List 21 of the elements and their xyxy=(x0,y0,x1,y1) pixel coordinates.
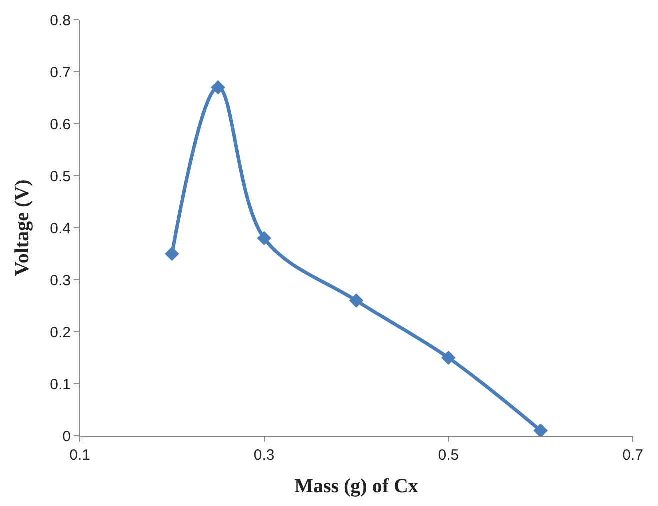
y-tick-label: 0.1 xyxy=(50,376,71,394)
x-tick-label: 0.3 xyxy=(254,447,275,464)
x-tick-label: 0.1 xyxy=(70,447,90,464)
x-tick-label: 0.5 xyxy=(438,447,460,464)
point xyxy=(257,231,272,246)
point xyxy=(534,424,548,436)
y-tick-label: 0.8 xyxy=(50,12,71,30)
y-tick-label: 0.2 xyxy=(50,324,71,342)
point xyxy=(442,350,456,366)
point xyxy=(165,246,180,262)
x-tick-label: 0.7 xyxy=(622,447,644,464)
y-tick-label: 0.4 xyxy=(50,220,71,238)
x-axis-title: Mass (g) of Cx xyxy=(294,476,418,498)
y-tick-label: 0.6 xyxy=(50,116,71,134)
point xyxy=(211,80,226,95)
y-axis-title: Voltage (V) xyxy=(12,180,34,276)
y-tick-label: 0.3 xyxy=(50,272,71,290)
y-tick-label: 0.7 xyxy=(50,64,71,82)
y-tick-label: 0.5 xyxy=(50,168,71,186)
y-tick-label: 0 xyxy=(62,428,71,446)
point xyxy=(349,294,364,308)
